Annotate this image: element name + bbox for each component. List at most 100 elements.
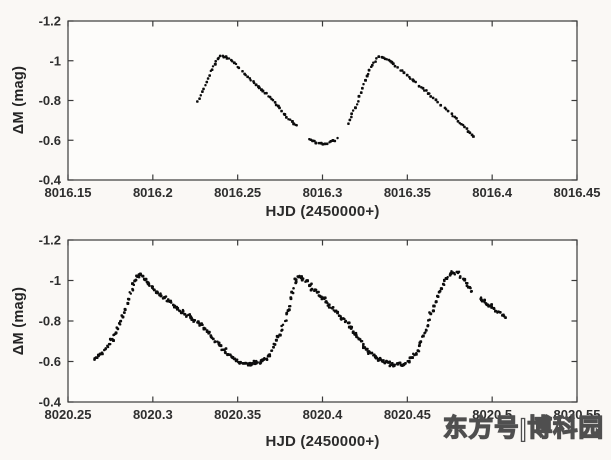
- data-point: [285, 311, 289, 315]
- data-point: [158, 293, 162, 297]
- data-point: [412, 352, 415, 356]
- data-point: [442, 278, 446, 282]
- data-point: [227, 57, 231, 60]
- top-plot-panel: 8016.15 8016.2 8016.25 8016.3 8016.35 8016.4 8…: [11, 14, 601, 221]
- data-point: [241, 69, 244, 73]
- data-point: [122, 311, 126, 314]
- bottom-plot-y-axis-title: ΔM (mag): [11, 286, 27, 356]
- data-point: [450, 112, 454, 115]
- data-point: [273, 101, 277, 104]
- data-point: [214, 59, 217, 63]
- data-point: [185, 315, 188, 318]
- data-point: [292, 122, 296, 126]
- data-point: [254, 83, 258, 87]
- data-point: [198, 97, 201, 100]
- data-point: [439, 103, 443, 107]
- data-point: [351, 109, 355, 112]
- data-point: [131, 287, 134, 291]
- bottom-plot-panel: 8020.25 8020.3 8020.35 8020.4 8020.45 8020.5 8…: [0, 230, 611, 460]
- x-tick-label: 8020.55: [554, 407, 601, 422]
- data-point: [164, 295, 168, 298]
- data-point: [393, 64, 397, 68]
- data-point: [119, 319, 123, 323]
- data-point: [372, 61, 375, 64]
- data-point: [313, 288, 317, 292]
- data-point: [331, 307, 334, 310]
- data-point: [192, 320, 195, 323]
- data-point: [274, 338, 278, 342]
- y-tick-label: -1: [49, 273, 61, 288]
- data-point: [295, 124, 298, 127]
- data-point: [181, 308, 185, 312]
- data-point: [116, 327, 120, 331]
- data-point: [244, 361, 248, 365]
- data-point: [425, 329, 428, 332]
- data-point: [133, 279, 137, 283]
- data-point: [274, 103, 278, 107]
- data-point: [257, 86, 261, 90]
- y-tick-label: -0.6: [39, 133, 61, 148]
- data-point: [293, 277, 297, 281]
- data-point: [287, 308, 291, 312]
- data-point: [324, 300, 328, 304]
- data-point: [141, 274, 145, 278]
- data-point: [103, 348, 106, 351]
- data-point: [261, 89, 265, 93]
- data-point: [292, 287, 295, 290]
- data-point: [374, 355, 377, 358]
- data-point: [494, 309, 497, 313]
- data-point: [367, 352, 370, 355]
- data-point: [360, 339, 364, 343]
- x-tick-label: 8020.35: [214, 407, 261, 422]
- data-point: [137, 275, 141, 279]
- data-point: [280, 329, 283, 332]
- data-point: [439, 287, 443, 290]
- data-point: [444, 108, 448, 111]
- data-point: [101, 352, 104, 356]
- data-point: [333, 139, 337, 143]
- data-point: [340, 318, 343, 321]
- data-point: [204, 84, 207, 87]
- data-point: [151, 287, 155, 290]
- data-point: [398, 361, 402, 365]
- y-tick-label: -0.8: [39, 314, 61, 329]
- data-point: [417, 84, 421, 88]
- data-point: [188, 313, 192, 316]
- data-point: [252, 81, 256, 85]
- data-point: [364, 78, 367, 82]
- data-point: [271, 98, 275, 102]
- data-point: [336, 136, 339, 140]
- data-point: [317, 141, 321, 145]
- data-point: [479, 296, 483, 299]
- data-point: [218, 54, 222, 58]
- y-tick-label: -1.2: [39, 233, 61, 248]
- data-point: [432, 309, 435, 313]
- data-point: [426, 324, 430, 327]
- data-point: [211, 336, 214, 340]
- data-point: [310, 282, 313, 286]
- data-point: [342, 317, 345, 320]
- data-point: [205, 80, 209, 84]
- data-point: [333, 310, 337, 313]
- data-point: [108, 337, 112, 341]
- data-point: [350, 325, 354, 329]
- data-point: [235, 358, 239, 361]
- data-point: [436, 100, 439, 104]
- data-point: [126, 302, 130, 306]
- data-point: [207, 331, 210, 335]
- x-tick-label: 8016.4: [472, 185, 513, 200]
- data-point: [199, 94, 202, 97]
- data-point: [290, 119, 294, 123]
- data-point: [317, 290, 320, 294]
- x-tick-label: 8016.15: [45, 185, 92, 200]
- data-point: [466, 282, 469, 285]
- data-point: [128, 291, 131, 294]
- data-point: [408, 361, 411, 364]
- y-tick-label: -0.4: [39, 173, 62, 188]
- data-point: [131, 282, 134, 286]
- data-point: [455, 117, 458, 120]
- data-point: [237, 66, 241, 70]
- data-points: [93, 270, 507, 368]
- data-point: [270, 349, 274, 352]
